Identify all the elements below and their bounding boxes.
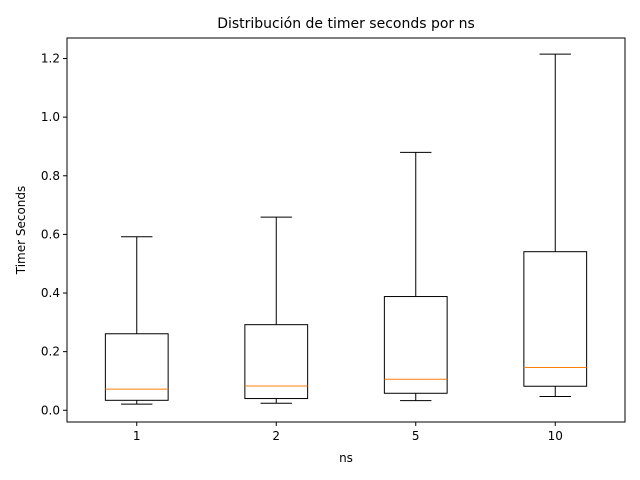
y-tick-label: 1.2 [41, 52, 60, 66]
x-axis-label: ns [339, 451, 353, 465]
y-ticks-group: 0.0 0.2 0.4 0.6 0.8 1.0 1.2 [41, 52, 67, 417]
y-tick-label: 0.8 [41, 169, 60, 183]
iqr-box [523, 251, 588, 387]
boxes-group [104, 53, 588, 405]
x-ticks-group: 1 2 5 10 [133, 422, 563, 443]
y-tick-label: 0.0 [41, 403, 60, 417]
x-tick-label: 1 [133, 429, 141, 443]
box-2 [244, 216, 309, 404]
x-tick-label: 5 [412, 429, 420, 443]
plot-frame [66, 37, 626, 423]
y-tick-label: 0.2 [41, 345, 60, 359]
y-tick-label: 0.4 [41, 286, 60, 300]
iqr-box [383, 296, 448, 394]
y-tick-label: 0.6 [41, 227, 60, 241]
chart-title: Distribución de timer seconds por ns [217, 16, 475, 32]
x-tick-label: 10 [548, 429, 563, 443]
x-tick-label: 2 [272, 429, 280, 443]
y-axis-label: Timer Seconds [14, 186, 28, 276]
iqr-box [104, 333, 169, 401]
iqr-box [244, 324, 309, 400]
y-tick-label: 1.0 [41, 110, 60, 124]
box-1 [104, 236, 169, 405]
box-10 [523, 53, 588, 397]
box-5 [383, 151, 448, 402]
